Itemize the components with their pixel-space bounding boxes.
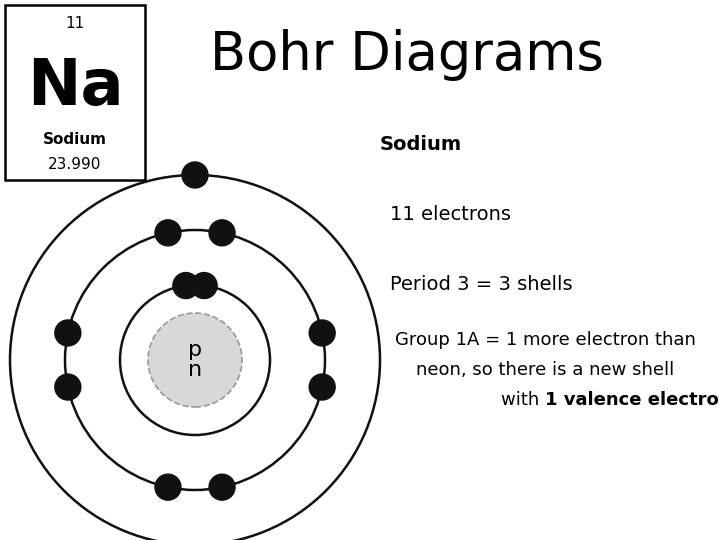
Text: Bohr Diagrams: Bohr Diagrams	[210, 29, 604, 81]
Circle shape	[209, 474, 235, 500]
Text: Group 1A = 1 more electron than: Group 1A = 1 more electron than	[395, 331, 696, 349]
Circle shape	[55, 374, 81, 400]
Text: 23.990: 23.990	[48, 157, 102, 172]
Text: neon, so there is a new shell: neon, so there is a new shell	[416, 361, 674, 379]
Bar	[5, 5, 145, 180]
Circle shape	[148, 313, 242, 407]
Circle shape	[191, 273, 217, 299]
Circle shape	[173, 273, 199, 299]
Text: 11 electrons: 11 electrons	[390, 206, 511, 225]
Circle shape	[155, 474, 181, 500]
Text: p: p	[188, 340, 202, 360]
Text: 11: 11	[66, 16, 85, 30]
Text: 1 valence electron: 1 valence electron	[545, 391, 720, 409]
Circle shape	[209, 220, 235, 246]
Text: with: with	[501, 391, 545, 409]
Circle shape	[309, 320, 335, 346]
Text: Na: Na	[27, 56, 123, 118]
Text: n: n	[188, 360, 202, 380]
Text: Period 3 = 3 shells: Period 3 = 3 shells	[390, 275, 572, 294]
Circle shape	[55, 320, 81, 346]
Circle shape	[155, 220, 181, 246]
Text: Sodium: Sodium	[380, 136, 462, 154]
Circle shape	[182, 162, 208, 188]
Text: Sodium: Sodium	[43, 132, 107, 147]
Circle shape	[309, 374, 335, 400]
